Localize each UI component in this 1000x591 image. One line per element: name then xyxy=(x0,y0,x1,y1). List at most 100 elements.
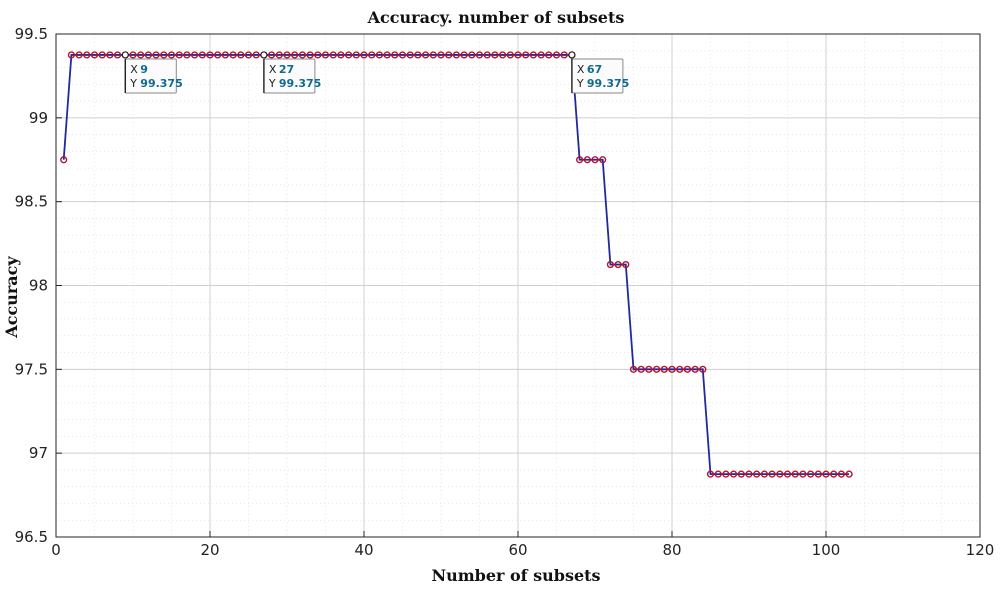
data-point-marker[interactable] xyxy=(676,365,684,373)
data-point-marker[interactable] xyxy=(637,365,645,373)
data-point-marker[interactable] xyxy=(499,51,507,59)
data-point-marker[interactable] xyxy=(814,470,822,478)
data-point-marker[interactable] xyxy=(760,470,769,478)
data-point-marker[interactable] xyxy=(652,365,661,373)
data-point-marker[interactable] xyxy=(606,260,615,269)
data-point-marker[interactable] xyxy=(830,470,838,478)
data-point-marker[interactable] xyxy=(722,470,730,478)
data-point-marker[interactable] xyxy=(437,51,445,59)
data-point-marker[interactable] xyxy=(714,470,722,478)
data-point-marker[interactable] xyxy=(452,51,461,59)
data-point-marker[interactable] xyxy=(468,51,476,59)
data-point-marker[interactable] xyxy=(375,51,384,59)
data-point-marker[interactable] xyxy=(729,470,738,478)
data-point-marker[interactable] xyxy=(429,51,437,59)
data-point-marker[interactable] xyxy=(483,51,491,59)
data-point-marker[interactable] xyxy=(113,51,122,59)
data-point-marker[interactable] xyxy=(160,51,168,59)
data-point-marker[interactable] xyxy=(98,51,106,59)
data-point-marker[interactable] xyxy=(60,156,68,164)
data-point-marker[interactable] xyxy=(737,470,745,478)
data-point-marker[interactable] xyxy=(167,51,176,59)
data-point-marker[interactable] xyxy=(683,365,692,373)
data-point-marker[interactable] xyxy=(291,51,299,59)
data-point-marker[interactable] xyxy=(137,51,145,59)
data-point-marker[interactable] xyxy=(506,51,514,59)
data-point-marker[interactable] xyxy=(298,51,307,59)
data-point-marker[interactable] xyxy=(422,51,430,59)
data-point-marker[interactable] xyxy=(660,365,668,373)
data-point-marker[interactable] xyxy=(545,51,553,59)
data-point-marker[interactable] xyxy=(345,51,353,59)
data-point-marker[interactable] xyxy=(753,470,761,478)
data-point-marker[interactable] xyxy=(314,51,322,59)
data-point-marker[interactable] xyxy=(491,51,499,59)
data-point-marker[interactable] xyxy=(75,51,83,59)
data-point-marker[interactable] xyxy=(129,51,137,59)
data-point-marker[interactable] xyxy=(745,470,753,478)
data-point-marker[interactable] xyxy=(691,365,699,373)
data-point-marker[interactable] xyxy=(806,470,815,478)
data-point-marker[interactable] xyxy=(537,51,545,59)
data-point-marker[interactable] xyxy=(668,365,676,373)
datatip[interactable]: X 9Y 99.375 xyxy=(121,51,183,94)
data-point-marker[interactable] xyxy=(599,156,607,164)
data-point-marker[interactable] xyxy=(706,470,715,478)
data-point-marker[interactable] xyxy=(275,51,283,59)
data-point-marker[interactable] xyxy=(460,51,468,59)
data-point-marker[interactable] xyxy=(329,51,337,59)
data-point-marker[interactable] xyxy=(398,51,407,59)
datatip[interactable]: X 27Y 99.375 xyxy=(260,51,321,94)
data-point-marker[interactable] xyxy=(268,51,276,59)
data-point-marker[interactable] xyxy=(337,51,345,59)
data-point-marker[interactable] xyxy=(67,51,76,59)
data-point-marker[interactable] xyxy=(237,51,245,59)
data-point-marker[interactable] xyxy=(229,51,237,59)
data-point-marker[interactable] xyxy=(352,51,360,59)
data-point-marker[interactable] xyxy=(106,51,114,59)
data-point-marker[interactable] xyxy=(475,51,484,59)
data-point-marker[interactable] xyxy=(283,51,291,59)
data-point-marker[interactable] xyxy=(252,51,260,59)
data-point-marker[interactable] xyxy=(214,51,222,59)
data-point-marker[interactable] xyxy=(244,51,253,59)
data-point-marker[interactable] xyxy=(183,51,191,59)
data-point-marker[interactable] xyxy=(560,51,568,59)
data-point-marker[interactable] xyxy=(645,365,653,373)
data-point-marker[interactable] xyxy=(198,51,206,59)
data-point-marker[interactable] xyxy=(522,51,530,59)
data-point-marker[interactable] xyxy=(583,156,591,164)
data-point-marker[interactable] xyxy=(383,51,391,59)
data-point-marker[interactable] xyxy=(776,470,784,478)
data-point-marker[interactable] xyxy=(191,51,199,59)
data-point-marker[interactable] xyxy=(552,51,561,59)
data-point-marker[interactable] xyxy=(622,260,630,269)
data-point-marker[interactable] xyxy=(391,51,399,59)
data-point-marker[interactable] xyxy=(406,51,414,59)
data-point-marker[interactable] xyxy=(575,156,584,164)
data-point-marker[interactable] xyxy=(629,365,638,373)
data-point-marker[interactable] xyxy=(791,470,799,478)
data-point-marker[interactable] xyxy=(152,51,160,59)
data-point-marker[interactable] xyxy=(699,365,707,373)
data-point-marker[interactable] xyxy=(783,470,792,478)
data-point-marker[interactable] xyxy=(445,51,453,59)
data-point-marker[interactable] xyxy=(175,51,183,59)
data-point-marker[interactable] xyxy=(321,51,330,59)
data-point-marker[interactable] xyxy=(360,51,368,59)
data-point-marker[interactable] xyxy=(614,260,622,269)
data-point-marker[interactable] xyxy=(306,51,314,59)
data-point-marker[interactable] xyxy=(837,470,846,478)
data-point-marker[interactable] xyxy=(845,470,853,478)
data-point-marker[interactable] xyxy=(822,470,830,478)
data-point-marker[interactable] xyxy=(221,51,230,59)
datatip[interactable]: X 67Y 99.375 xyxy=(568,51,629,94)
data-point-marker[interactable] xyxy=(144,51,153,59)
data-point-marker[interactable] xyxy=(414,51,422,59)
data-point-marker[interactable] xyxy=(799,470,807,478)
data-point-marker[interactable] xyxy=(514,51,522,59)
data-point-marker[interactable] xyxy=(206,51,214,59)
data-point-marker[interactable] xyxy=(591,156,599,164)
data-point-marker[interactable] xyxy=(90,51,99,59)
data-point-marker[interactable] xyxy=(368,51,376,59)
